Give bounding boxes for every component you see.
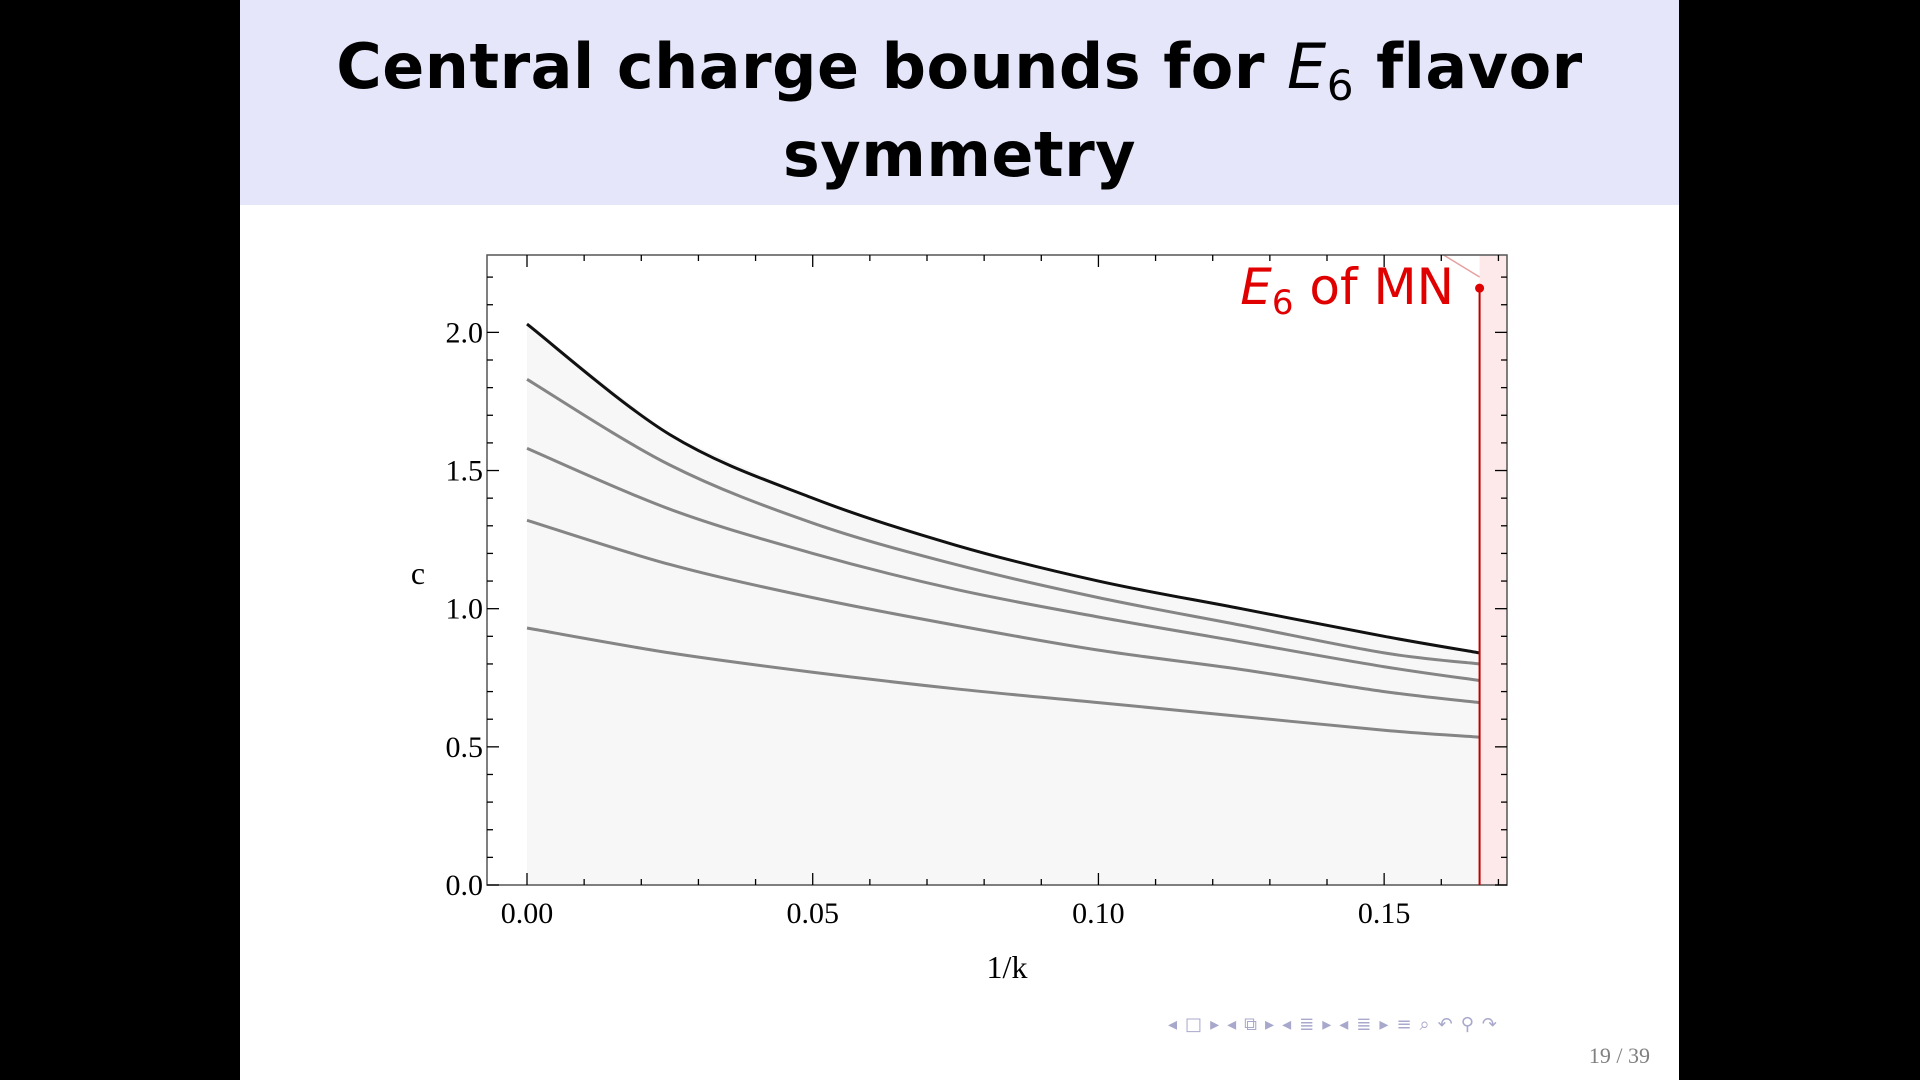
title-text-suffix: flavor <box>1354 30 1583 103</box>
y-tick-label: 1.0 <box>446 593 484 626</box>
left-arrow-icon[interactable]: ◂ <box>1168 1014 1180 1035</box>
frames-stack-icon[interactable]: ⧉ <box>1244 1014 1260 1035</box>
annotation-point <box>1475 283 1485 293</box>
subsection-icon[interactable]: ≣ <box>1356 1014 1374 1035</box>
y-tick-label: 0.0 <box>446 869 484 902</box>
zoom-icon[interactable]: ⚲ <box>1460 1014 1476 1035</box>
section-icon[interactable]: ≣ <box>1299 1014 1317 1035</box>
left-arrow-icon[interactable]: ◂ <box>1339 1014 1351 1035</box>
x-axis-label: 1/k <box>987 949 1028 985</box>
outline-icon[interactable]: ≡ <box>1396 1014 1414 1035</box>
page-number: 19 / 39 <box>1588 1043 1650 1068</box>
title-text: Central charge bounds for <box>336 30 1287 103</box>
navigation-bar[interactable]: ◂ □ ▸ ◂ ⧉ ▸ ◂ ≣ ▸ ◂ ≣ ▸ ≡ ⌕ ↶ ⚲ ↷ <box>1168 1014 1648 1042</box>
y-tick-label: 1.5 <box>446 455 484 488</box>
annotation-subscript: 6 <box>1271 282 1294 323</box>
right-arrow-icon[interactable]: ▸ <box>1379 1014 1391 1035</box>
left-arrow-icon[interactable]: ◂ <box>1282 1014 1294 1035</box>
series-line-2 <box>526 378 1480 666</box>
series-line-5 <box>526 626 1480 739</box>
title-symbol: E <box>1287 30 1327 103</box>
series-line-1 <box>526 322 1480 655</box>
frame-icon[interactable]: □ <box>1185 1014 1205 1035</box>
axis-labels: 0.00 0.05 0.10 0.15 0.0 0.5 1.0 1.5 2.0 1/k c <box>411 316 1410 985</box>
axis-ticks <box>487 255 1507 886</box>
page-title-line-2: symmetry <box>782 118 1137 191</box>
annotation-symbol: E <box>1240 258 1272 316</box>
undo-icon[interactable]: ↶ <box>1437 1014 1455 1035</box>
right-arrow-icon[interactable]: ▸ <box>1322 1014 1334 1035</box>
chart: 0.00 0.05 0.10 0.15 0.0 0.5 1.0 1.5 2.0 1/k c <box>411 254 1508 985</box>
y-tick-label: 2.0 <box>446 316 484 349</box>
series-line-3 <box>526 447 1480 683</box>
allowed-region <box>527 324 1480 885</box>
page-title: Central charge bounds for E6 flavor <box>240 30 1679 110</box>
plot-frame <box>486 254 1508 886</box>
plot-border <box>486 254 1508 886</box>
y-tick-label: 0.5 <box>446 731 484 764</box>
annotation-text: of MN <box>1293 258 1454 316</box>
series-line-4 <box>526 518 1480 705</box>
y-axis-label: c <box>411 555 425 591</box>
title-subscript: 6 <box>1326 60 1355 110</box>
x-tick-label: 0.00 <box>501 897 554 930</box>
search-icon[interactable]: ⌕ <box>1419 1014 1432 1035</box>
left-arrow-icon[interactable]: ◂ <box>1227 1014 1239 1035</box>
x-tick-label: 0.15 <box>1358 897 1411 930</box>
redo-icon[interactable]: ↷ <box>1481 1014 1499 1035</box>
x-tick-label: 0.10 <box>1072 897 1125 930</box>
slide: Central charge bounds for E6 flavor symm… <box>240 0 1679 1080</box>
series-group <box>526 283 1485 885</box>
right-arrow-icon[interactable]: ▸ <box>1265 1014 1277 1035</box>
right-arrow-icon[interactable]: ▸ <box>1210 1014 1222 1035</box>
title-bar: Central charge bounds for E6 flavor symm… <box>240 0 1679 205</box>
excluded-region-edge <box>1443 254 1480 278</box>
excluded-region <box>1479 255 1507 885</box>
plot-background <box>527 254 1507 885</box>
annotation-label: E6 of MN <box>1238 258 1454 323</box>
x-tick-label: 0.05 <box>786 897 839 930</box>
